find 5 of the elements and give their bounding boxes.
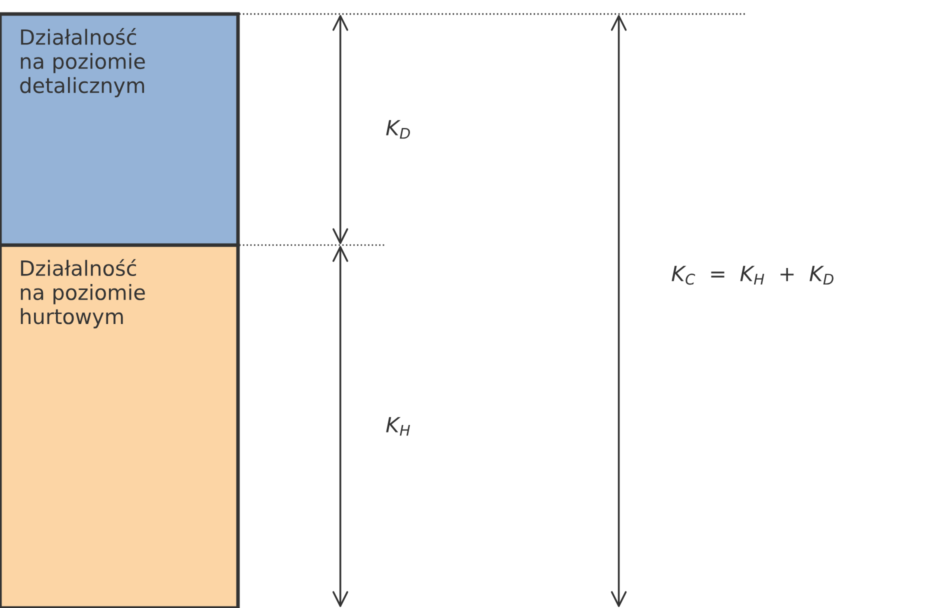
series-label: Działalność na poziomie hurtowym bbox=[20, 259, 145, 328]
text: K$_{H}$ bbox=[386, 417, 410, 436]
text: K$_{D}$ bbox=[386, 120, 410, 139]
text: K$_{C}$ = K$_{H}$ + K$_{D}$ bbox=[672, 266, 834, 285]
series-label: Działalność na poziomie detalicznym bbox=[20, 28, 145, 98]
